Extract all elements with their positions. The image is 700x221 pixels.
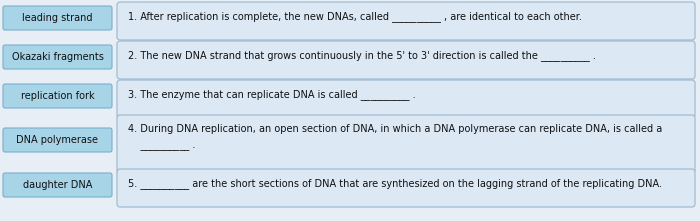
FancyBboxPatch shape xyxy=(117,80,695,118)
Text: 3. The enzyme that can replicate DNA is called __________ .: 3. The enzyme that can replicate DNA is … xyxy=(128,89,416,100)
FancyBboxPatch shape xyxy=(3,173,112,197)
FancyBboxPatch shape xyxy=(3,128,112,152)
Text: replication fork: replication fork xyxy=(21,91,94,101)
FancyBboxPatch shape xyxy=(3,84,112,108)
Text: 2. The new DNA strand that grows continuously in the 5' to 3' direction is calle: 2. The new DNA strand that grows continu… xyxy=(128,50,596,61)
FancyBboxPatch shape xyxy=(117,115,695,173)
FancyBboxPatch shape xyxy=(3,45,112,69)
Text: 4. During DNA replication, an open section of DNA, in which a DNA polymerase can: 4. During DNA replication, an open secti… xyxy=(128,124,662,151)
Text: leading strand: leading strand xyxy=(22,13,92,23)
Text: daughter DNA: daughter DNA xyxy=(23,180,92,190)
FancyBboxPatch shape xyxy=(117,41,695,79)
FancyBboxPatch shape xyxy=(117,2,695,40)
Text: Okazaki fragments: Okazaki fragments xyxy=(12,52,104,62)
FancyBboxPatch shape xyxy=(3,6,112,30)
Text: 1. After replication is complete, the new DNAs, called __________ , are identica: 1. After replication is complete, the ne… xyxy=(128,11,582,22)
Text: 5. __________ are the short sections of DNA that are synthesized on the lagging : 5. __________ are the short sections of … xyxy=(128,178,662,189)
FancyBboxPatch shape xyxy=(117,169,695,207)
Text: DNA polymerase: DNA polymerase xyxy=(17,135,99,145)
